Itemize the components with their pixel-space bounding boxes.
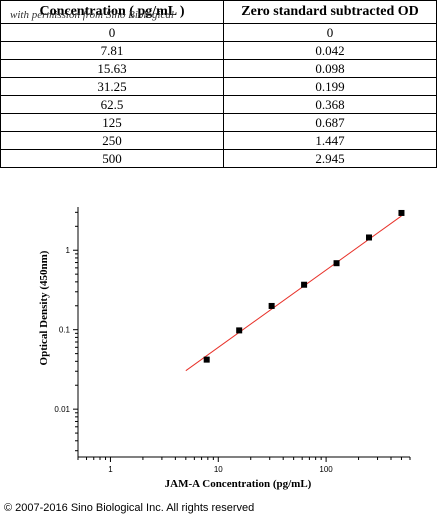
- table-row: 500 2.945: [0, 149, 437, 168]
- table-row: 250 1.447: [0, 131, 437, 150]
- data-point: [398, 209, 405, 216]
- data-point: [366, 234, 373, 241]
- od-cell: 0.687: [223, 113, 437, 132]
- copyright-notice: © 2007-2016 Sino Biological Inc. All rig…: [4, 502, 255, 514]
- fit-line: [185, 215, 402, 372]
- concentration-cell: 125: [0, 113, 224, 132]
- y-axis-title: Optical Density (450nm): [38, 250, 50, 365]
- data-points: [203, 209, 405, 363]
- table-row: 125 0.687: [0, 113, 437, 132]
- data-point: [333, 260, 340, 267]
- od-cell: 1.447: [223, 131, 437, 150]
- y-tick-label: 0.1: [59, 326, 71, 335]
- y-tick-label: 1: [66, 246, 71, 255]
- od-cell: 0: [223, 23, 437, 42]
- data-point: [236, 327, 243, 334]
- od-cell: 2.945: [223, 149, 437, 168]
- od-cell: 0.199: [223, 77, 437, 96]
- data-point: [268, 302, 275, 309]
- concentration-cell: 15.63: [0, 59, 224, 78]
- x-tick-label: 1: [108, 465, 113, 474]
- od-cell: 0.368: [223, 95, 437, 114]
- header-concentration: Concentration ( pg/mL ) with permission …: [0, 0, 224, 24]
- standard-curve-table: Concentration ( pg/mL ) with permission …: [0, 0, 437, 168]
- header-od: Zero standard subtracted OD: [223, 0, 437, 24]
- od-cell: 0.042: [223, 41, 437, 60]
- concentration-cell: 31.25: [0, 77, 224, 96]
- concentration-cell: 0: [0, 23, 224, 42]
- x-tick-label: 10: [214, 465, 223, 474]
- standard-curve-chart: 1 10 100 0.01 0.1 1 JAM-A Concentration (pg/m…: [38, 207, 411, 490]
- concentration-cell: 500: [0, 149, 224, 168]
- x-axis-title: JAM-A Concentration (pg/mL): [165, 478, 312, 490]
- table-row: 7.81 0.042: [0, 41, 437, 60]
- fit-line-group: [185, 215, 402, 372]
- table-header-row: Concentration ( pg/mL ) with permission …: [0, 0, 437, 24]
- concentration-cell: 7.81: [0, 41, 224, 60]
- header-concentration-label: Concentration ( pg/mL ): [39, 4, 185, 19]
- table-row: 15.63 0.098: [0, 59, 437, 78]
- table-row: 62.5 0.368: [0, 95, 437, 114]
- x-tick-label: 100: [319, 465, 333, 474]
- chart-axes: 1 10 100 0.01 0.1 1: [54, 207, 411, 474]
- table-row: 31.25 0.199: [0, 77, 437, 96]
- concentration-cell: 250: [0, 131, 224, 150]
- concentration-cell: 62.5: [0, 95, 224, 114]
- data-point: [203, 356, 210, 363]
- od-cell: 0.098: [223, 59, 437, 78]
- permission-watermark: with permission from Sino Biological: [10, 9, 174, 21]
- y-tick-label: 0.01: [54, 405, 70, 414]
- data-point: [301, 281, 308, 288]
